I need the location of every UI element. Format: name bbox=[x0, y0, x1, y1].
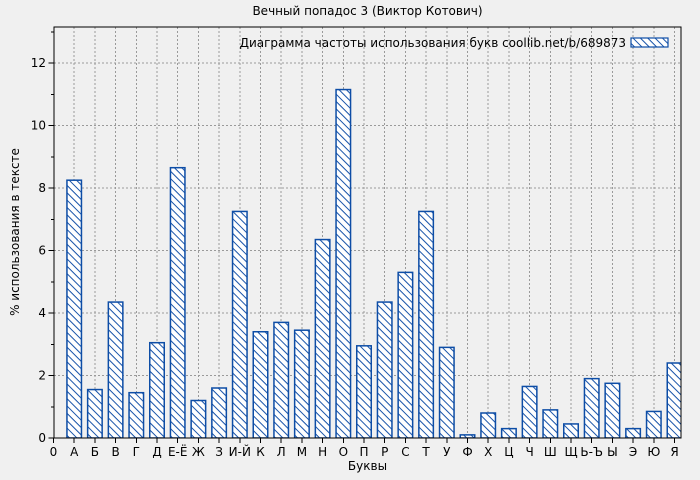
svg-text:10: 10 bbox=[31, 119, 46, 133]
svg-text:Д: Д bbox=[152, 445, 161, 459]
bar-Я bbox=[666, 362, 681, 438]
svg-text:Ч: Ч bbox=[525, 445, 533, 459]
bar-С bbox=[397, 271, 414, 438]
bar-Р bbox=[376, 301, 393, 438]
bar-Н bbox=[314, 238, 331, 438]
legend-label: Диаграмма частоты использования букв coo… bbox=[239, 36, 626, 50]
svg-text:Ы: Ы bbox=[607, 445, 618, 459]
bars bbox=[66, 88, 681, 438]
bar-Д bbox=[149, 341, 165, 438]
bar-З bbox=[211, 387, 228, 438]
bar-Ы bbox=[604, 382, 621, 438]
svg-text:0: 0 bbox=[50, 445, 58, 459]
svg-text:Х: Х bbox=[484, 445, 492, 459]
svg-text:К: К bbox=[256, 445, 265, 459]
svg-text:Т: Т bbox=[421, 445, 430, 459]
bar-А bbox=[66, 179, 83, 438]
svg-text:Ю: Ю bbox=[647, 445, 660, 459]
svg-text:4: 4 bbox=[38, 306, 46, 320]
svg-text:Ф: Ф bbox=[462, 445, 472, 459]
bar-Х bbox=[480, 412, 497, 438]
bar-Б bbox=[86, 388, 103, 438]
svg-text:У: У bbox=[443, 445, 451, 459]
bar-Е-Ё bbox=[169, 166, 186, 438]
y-axis-label: % использования в тексте bbox=[8, 148, 22, 316]
bar-Л bbox=[273, 321, 290, 438]
bar-О bbox=[335, 88, 352, 438]
legend-swatch-icon bbox=[630, 37, 669, 48]
bar-Т bbox=[418, 210, 435, 438]
svg-text:Е-Ё: Е-Ё bbox=[168, 444, 188, 459]
x-axis-label: Буквы bbox=[347, 459, 388, 473]
svg-text:2: 2 bbox=[38, 369, 46, 383]
svg-text:Ж: Ж bbox=[192, 445, 205, 459]
svg-text:12: 12 bbox=[31, 56, 46, 70]
bar-Ц bbox=[500, 427, 517, 438]
svg-text:О: О bbox=[339, 445, 348, 459]
svg-text:Э: Э bbox=[629, 445, 637, 459]
bar-Ч bbox=[521, 385, 538, 438]
svg-text:Н: Н bbox=[318, 445, 327, 459]
bar-Ь-Ъ bbox=[583, 377, 600, 438]
x-tick-labels: 0 А Б В Г Д Е-Ё Ж З И-Й К Л М Н О П Р С Т У Ф Х Ц Ч Ш Щ Ь-Ъ Ы Э Ю Я bbox=[50, 444, 679, 459]
svg-text:В: В bbox=[111, 445, 119, 459]
svg-text:Б: Б bbox=[91, 445, 99, 459]
svg-text:Ш: Ш bbox=[544, 445, 557, 459]
bar-Ж bbox=[190, 399, 207, 438]
svg-text:С: С bbox=[401, 445, 409, 459]
bar-Ш bbox=[542, 409, 559, 438]
svg-text:Р: Р bbox=[381, 445, 388, 459]
bar-В bbox=[107, 301, 124, 438]
bar-К bbox=[252, 331, 269, 438]
bar-Г bbox=[128, 391, 145, 438]
bar-Э bbox=[625, 427, 642, 438]
bar-И-Й bbox=[231, 210, 248, 438]
svg-text:8: 8 bbox=[38, 181, 46, 195]
svg-text:Ь-Ъ: Ь-Ъ bbox=[580, 445, 603, 459]
svg-text:Ц: Ц bbox=[504, 445, 513, 459]
bar-П bbox=[356, 345, 372, 438]
svg-text:А: А bbox=[70, 445, 79, 459]
svg-text:Л: Л bbox=[277, 445, 286, 459]
svg-text:6: 6 bbox=[38, 244, 46, 258]
svg-text:0: 0 bbox=[38, 431, 46, 445]
bar-Щ bbox=[563, 423, 579, 438]
gridlines bbox=[54, 27, 681, 438]
svg-text:Я: Я bbox=[670, 445, 678, 459]
svg-text:Щ: Щ bbox=[564, 445, 577, 459]
bar-У bbox=[438, 346, 455, 438]
svg-text:Г: Г bbox=[133, 445, 140, 459]
svg-text:П: П bbox=[359, 445, 368, 459]
bar-Ю bbox=[645, 410, 662, 438]
svg-text:И-Й: И-Й bbox=[229, 444, 251, 459]
bar-М bbox=[293, 329, 310, 438]
chart-title: Вечный попадос 3 (Виктор Котович) bbox=[252, 4, 483, 18]
bar-Ф bbox=[459, 434, 476, 438]
svg-text:М: М bbox=[297, 445, 307, 459]
svg-text:З: З bbox=[215, 445, 223, 459]
plot-frame bbox=[53, 26, 682, 439]
y-tick-labels: 0 2 4 6 8 10 12 bbox=[31, 56, 46, 445]
